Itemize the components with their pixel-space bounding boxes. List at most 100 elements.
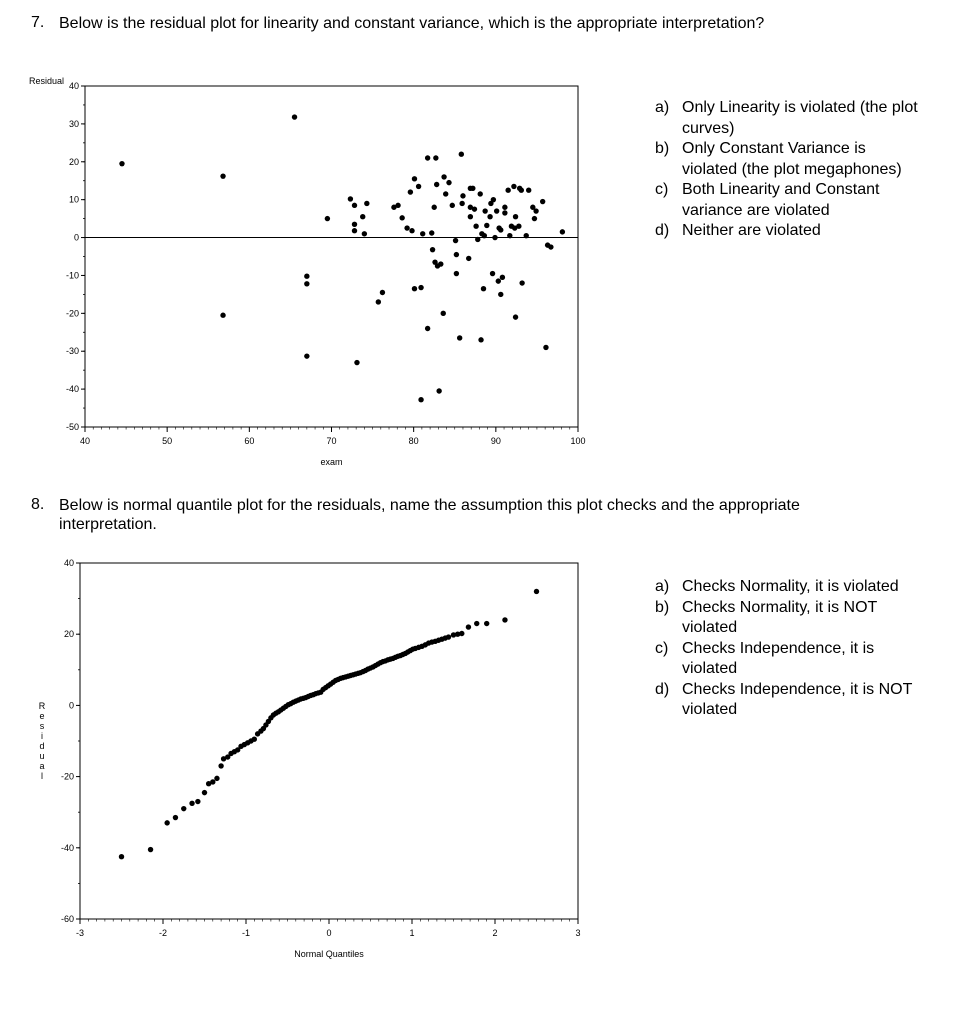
data-point — [419, 643, 425, 650]
data-point — [446, 179, 452, 186]
data-point — [238, 743, 244, 750]
data-point — [305, 693, 311, 700]
data-point — [330, 679, 336, 685]
data-point — [516, 185, 523, 191]
option-text: Only Linearity is violated (the plot cur… — [682, 99, 918, 137]
data-point — [441, 174, 447, 180]
x-axis-label: exam — [320, 457, 342, 467]
data-point — [439, 636, 445, 642]
question-8-text: Below is normal quantile plot for the re… — [59, 496, 959, 534]
data-point — [251, 736, 257, 742]
data-point — [460, 193, 466, 199]
data-point — [372, 662, 379, 669]
data-point — [235, 747, 241, 753]
data-point — [370, 664, 376, 670]
data-point — [361, 231, 368, 237]
data-point — [543, 344, 549, 351]
x-tick-label: 70 — [326, 436, 336, 446]
data-point — [402, 650, 409, 657]
data-point — [244, 740, 251, 746]
option-letter: c) — [655, 639, 669, 657]
y-tick-label: -40 — [66, 384, 79, 394]
data-point — [325, 683, 331, 689]
x-tick-label: 40 — [80, 436, 90, 446]
data-point — [350, 672, 356, 678]
data-point — [181, 805, 187, 812]
x-tick-label: -3 — [76, 928, 84, 938]
data-point — [467, 185, 474, 191]
question-8-option-c[interactable]: c) Checks Independence, it is violated — [655, 639, 925, 680]
data-point — [458, 151, 465, 157]
data-point — [459, 630, 465, 637]
data-point — [172, 814, 179, 821]
data-point — [465, 624, 472, 630]
data-point — [119, 160, 125, 167]
data-point — [435, 637, 442, 643]
data-point — [548, 244, 554, 250]
data-point — [337, 675, 344, 682]
data-point — [533, 588, 540, 595]
data-point — [254, 731, 261, 737]
data-point — [357, 669, 364, 676]
question-7-text: Below is the residual plot for linearity… — [59, 15, 765, 32]
data-point — [273, 710, 279, 716]
data-point — [304, 353, 310, 359]
question-8-option-b[interactable]: b) Checks Normality, it is NOT violated — [655, 598, 925, 639]
question-7-option-b[interactable]: b) Only Constant Variance is violated (th… — [655, 139, 925, 180]
data-point — [489, 270, 496, 277]
data-point — [436, 388, 442, 394]
data-point — [456, 335, 463, 341]
data-point — [470, 185, 476, 191]
data-point — [210, 779, 216, 785]
data-point — [482, 208, 488, 214]
y-axis-label: Residual — [29, 76, 64, 86]
question-8-option-d[interactable]: d) Checks Independence, it is NOT violate… — [655, 680, 925, 721]
data-point — [425, 640, 432, 646]
data-point — [404, 225, 410, 231]
data-point — [450, 632, 457, 638]
data-point — [285, 701, 292, 708]
data-point — [559, 229, 566, 235]
option-text: Checks Normality, it is violated — [682, 578, 899, 595]
plot-frame — [84, 85, 579, 428]
data-point — [377, 659, 384, 666]
data-point — [298, 696, 304, 702]
data-point — [303, 694, 309, 701]
data-point — [454, 631, 461, 637]
question-7-option-c[interactable]: c) Both Linearity and Constant variance a… — [655, 180, 925, 221]
data-point — [304, 273, 310, 279]
data-point — [480, 286, 487, 292]
data-point — [502, 204, 508, 210]
data-point — [533, 208, 539, 214]
data-point — [278, 707, 284, 713]
data-point — [375, 661, 381, 667]
y-tick-label: -20 — [66, 308, 79, 318]
data-point — [442, 635, 448, 641]
x-axis-label: Normal Quantiles — [294, 949, 364, 959]
data-point — [432, 638, 438, 645]
data-point — [479, 231, 485, 237]
x-tick-label: 1 — [409, 928, 414, 938]
data-point — [424, 155, 431, 161]
data-point — [422, 642, 428, 648]
data-point — [516, 223, 522, 229]
data-point — [418, 397, 424, 403]
question-7-option-a[interactable]: a) Only Linearity is violated (the plot c… — [655, 98, 925, 139]
data-point — [466, 255, 472, 262]
data-point — [488, 200, 494, 207]
question-8-number: 8. — [31, 496, 45, 513]
data-point — [453, 270, 460, 277]
y-tick-label: 20 — [69, 157, 79, 167]
data-point — [318, 689, 324, 695]
question-8-option-a[interactable]: a) Checks Normality, it is violated — [655, 577, 925, 598]
data-point — [449, 202, 455, 209]
data-point — [385, 657, 391, 663]
data-point — [459, 200, 465, 207]
x-tick-label: 0 — [326, 928, 331, 938]
data-point — [407, 647, 414, 654]
question-7-option-d[interactable]: d) Neither are violated — [655, 221, 925, 242]
x-tick-label: -1 — [242, 928, 250, 938]
y-tick-label: -60 — [61, 914, 74, 924]
data-point — [539, 198, 546, 205]
data-point — [474, 620, 480, 627]
